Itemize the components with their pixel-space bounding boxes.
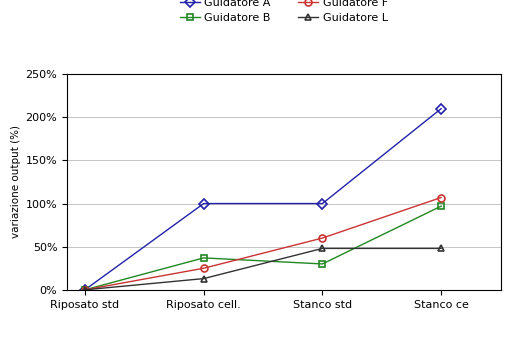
Guidatore F [438,195,444,200]
Guidatore B [201,256,207,260]
Line: Guidatore F: Guidatore F [82,194,445,293]
Line: Guidatore A: Guidatore A [82,105,445,293]
Line: Guidatore B: Guidatore B [82,203,445,293]
Guidatore F [319,236,326,240]
Guidatore A [438,106,444,111]
Legend: Guidatore A, Guidatore B, Guidatore F, Guidatore L: Guidatore A, Guidatore B, Guidatore F, G… [180,0,388,23]
Y-axis label: variazione output (%): variazione output (%) [11,125,22,239]
Guidatore L [82,288,88,292]
Guidatore L [319,246,326,250]
Guidatore A [201,202,207,206]
Line: Guidatore L: Guidatore L [82,245,445,293]
Guidatore B [319,262,326,266]
Guidatore F [82,288,88,292]
Guidatore L [438,246,444,250]
Guidatore B [438,204,444,208]
Guidatore A [82,288,88,292]
Guidatore L [201,277,207,281]
Guidatore B [82,288,88,292]
Guidatore A [319,202,326,206]
Guidatore F [201,266,207,270]
